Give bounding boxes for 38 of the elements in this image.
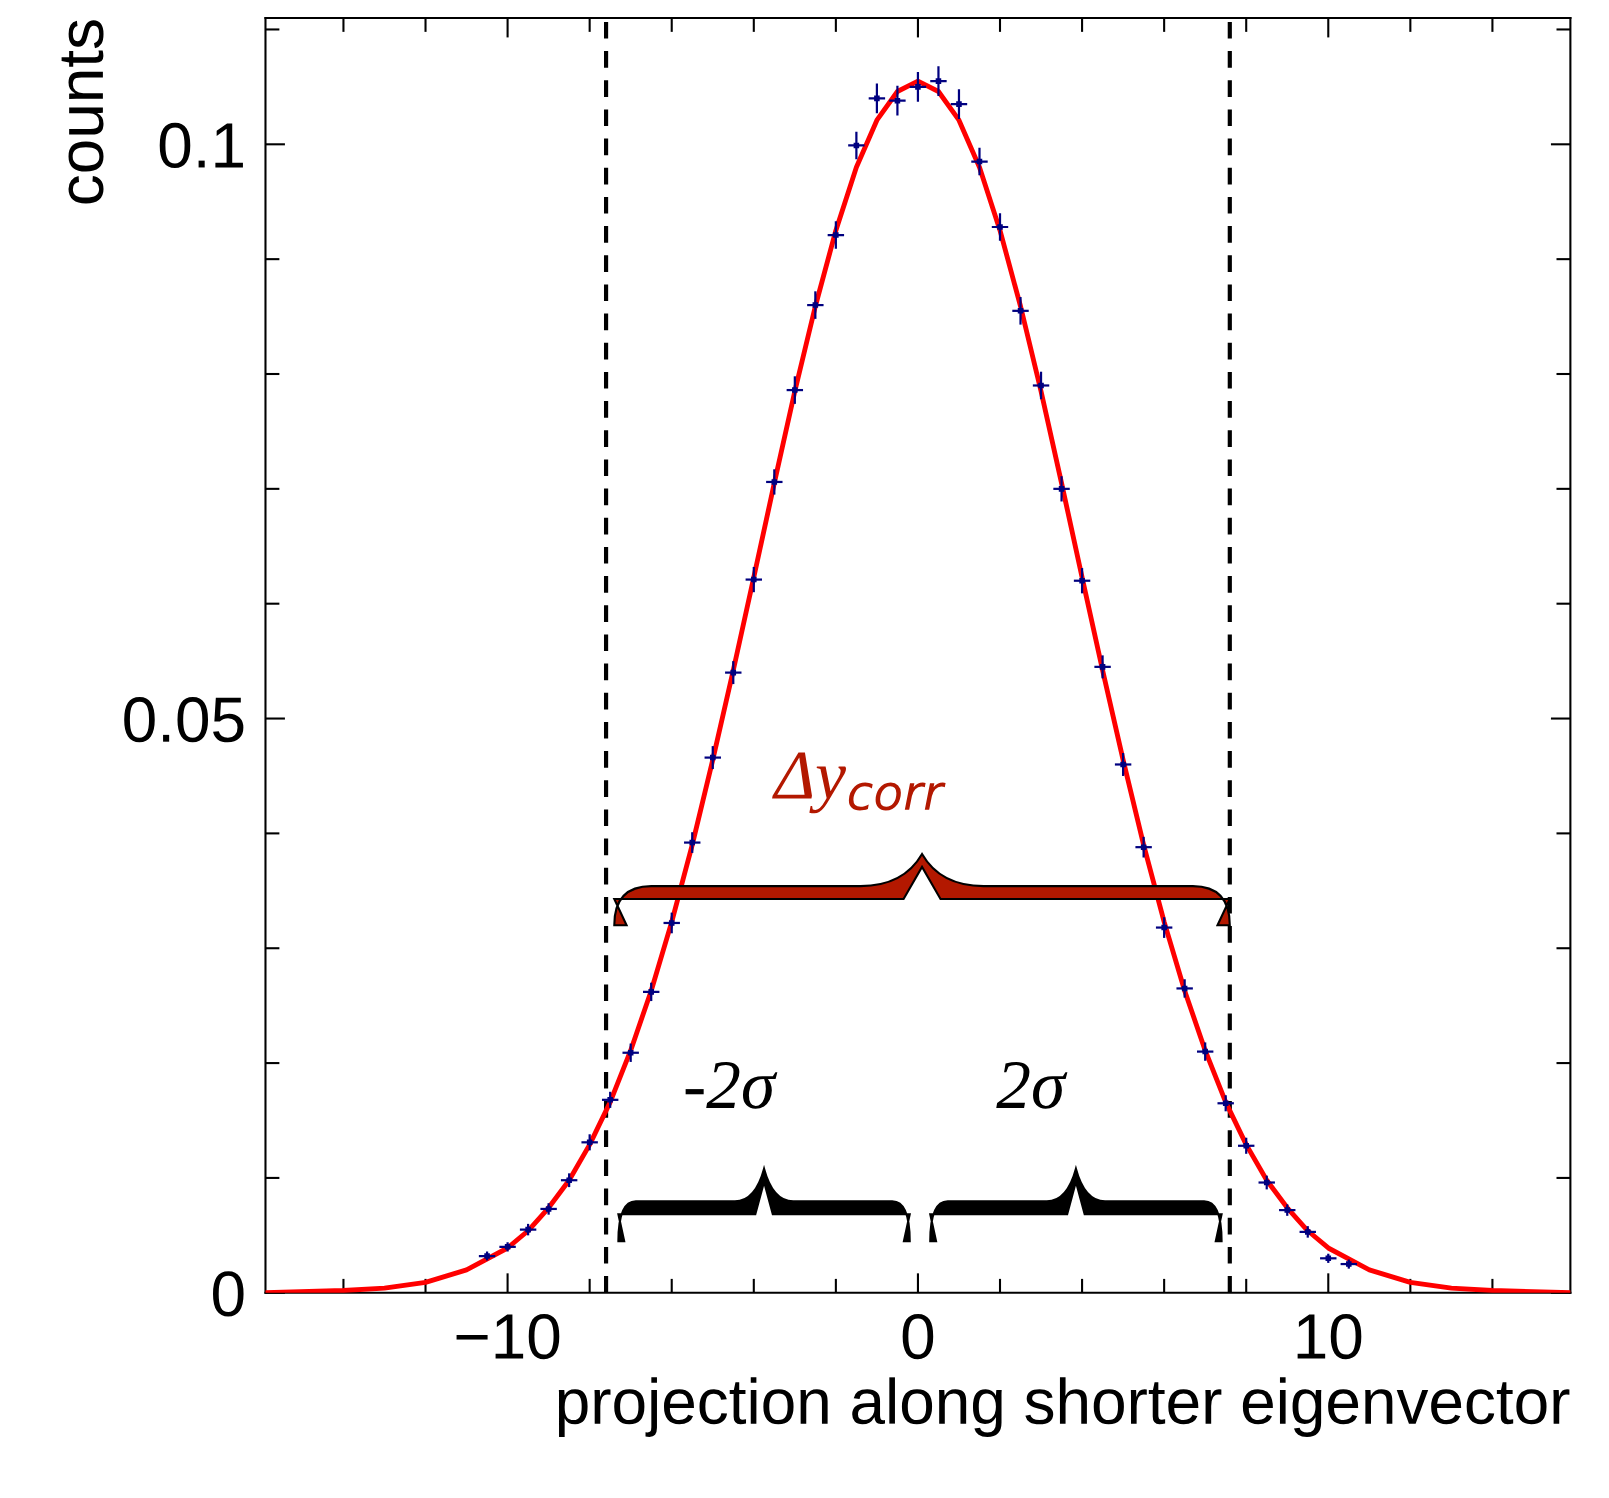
point — [874, 95, 880, 102]
annotation: 2σ — [996, 1062, 1068, 1109]
point — [1161, 924, 1167, 931]
point — [915, 84, 921, 90]
y-tick-label: 0.05 — [124, 697, 244, 743]
point — [566, 1177, 572, 1184]
x-tick-label: −10 — [456, 1313, 560, 1360]
point — [709, 754, 716, 761]
y-tick-label: 0 — [213, 1271, 244, 1317]
point — [751, 576, 757, 583]
x-tick-label: 0 — [902, 1313, 934, 1360]
point — [1017, 308, 1024, 314]
point — [1140, 844, 1147, 850]
point — [1263, 1179, 1270, 1186]
point — [771, 479, 778, 485]
x-axis-title: projection along shorter eigenvector — [558, 1377, 1570, 1437]
point — [812, 302, 819, 308]
point — [1058, 486, 1065, 492]
annotation: Δy$_{corr}$ — [772, 752, 946, 814]
point — [997, 224, 1003, 230]
y-axis-title: counts — [61, 20, 104, 204]
point — [668, 920, 675, 926]
point — [1120, 761, 1126, 768]
point — [1202, 1048, 1208, 1055]
point — [833, 232, 839, 238]
point — [935, 78, 942, 84]
point — [689, 839, 696, 846]
x-tick-label: 10 — [1297, 1313, 1362, 1360]
point — [956, 101, 962, 107]
y-tick-label: 0.1 — [159, 122, 243, 169]
annotation: -2σ — [685, 1062, 778, 1109]
point — [1079, 577, 1085, 584]
point — [792, 387, 798, 393]
point — [1038, 382, 1044, 389]
point — [627, 1049, 634, 1056]
point — [648, 989, 654, 995]
point — [1222, 1100, 1229, 1107]
point — [1099, 664, 1106, 670]
